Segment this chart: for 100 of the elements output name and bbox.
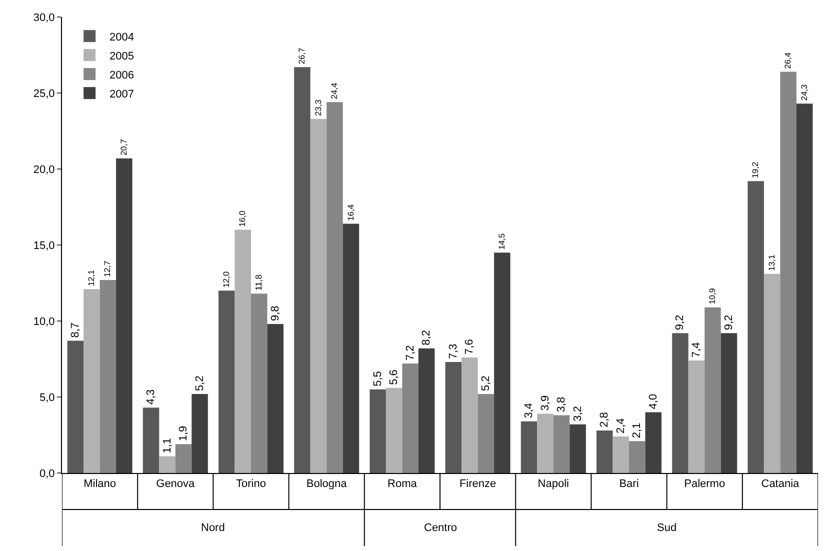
data-label: 5,6: [388, 370, 400, 385]
data-label: 3,4: [523, 403, 536, 418]
x-tick-label: Napoli: [538, 478, 569, 490]
data-label: 4,3: [145, 389, 158, 405]
data-label: 24,3: [798, 84, 809, 101]
bar: [142, 408, 160, 473]
bar: [462, 357, 478, 473]
data-label: 16,0: [237, 210, 248, 227]
x-tick-label: Bari: [619, 478, 639, 490]
data-label: 2,8: [598, 412, 611, 428]
data-label: 1,9: [178, 426, 190, 442]
data-label: 11,8: [253, 274, 264, 291]
y-tick-label: 10,0: [33, 316, 55, 328]
data-label: 5,2: [194, 376, 206, 391]
bar: [67, 340, 84, 473]
data-label: 3,2: [572, 406, 584, 422]
data-label: 8,2: [420, 330, 433, 346]
data-label: 9,2: [674, 314, 686, 330]
y-tick-label: 5,0: [40, 392, 55, 404]
bar: [159, 456, 176, 473]
data-label: 13,1: [766, 254, 776, 271]
data-label: 5,2: [480, 376, 492, 391]
legend-label: 2005: [110, 50, 134, 62]
bar: [402, 364, 418, 473]
data-label: 26,7: [296, 48, 306, 64]
data-label: 3,8: [556, 396, 568, 412]
bar: [570, 424, 586, 473]
bar: [520, 421, 538, 473]
x-tick-label: Milano: [84, 478, 116, 490]
bar: [445, 362, 462, 473]
data-label: 2,4: [614, 418, 627, 434]
bar: [251, 294, 268, 473]
bar: [326, 102, 343, 473]
data-label: 4,0: [647, 394, 660, 410]
bar: [478, 394, 494, 473]
data-label: 2,1: [631, 422, 644, 438]
bar: [796, 104, 813, 473]
bar: [629, 441, 646, 473]
bar: [294, 67, 310, 473]
bar: [672, 333, 688, 473]
x-tick-label: Roma: [388, 478, 418, 490]
data-label: 12,1: [86, 269, 96, 286]
legend-label: 2007: [110, 88, 134, 100]
bar: [192, 394, 208, 473]
bar: [386, 388, 402, 473]
data-label: 7,6: [464, 339, 476, 354]
data-label: 12,7: [102, 260, 112, 277]
data-label: 16,4: [345, 204, 356, 221]
bar: [704, 307, 721, 473]
text: Nord: [201, 522, 225, 534]
bar: [612, 436, 629, 473]
bar: [764, 274, 780, 473]
x-tick-label: Genova: [156, 478, 196, 490]
x-tick-label: Palermo: [684, 478, 726, 490]
data-label: 9,2: [722, 314, 735, 330]
data-label: 10,9: [707, 288, 717, 304]
bar: [780, 72, 796, 473]
bar: [596, 430, 613, 473]
bar: [234, 230, 251, 473]
data-label: 7,4: [690, 342, 702, 358]
bar: [267, 324, 284, 473]
x-tick-label: Catania: [761, 478, 800, 490]
data-label: 7,3: [447, 344, 460, 360]
x-tick-label: Bologna: [306, 478, 348, 490]
y-tick-label: 15,0: [33, 240, 55, 252]
bar: [494, 252, 510, 473]
bar: [310, 118, 327, 473]
data-label: 7,2: [404, 345, 416, 361]
data-label: 5,5: [372, 371, 384, 386]
bar: [84, 289, 100, 473]
data-label: 1,1: [161, 438, 174, 454]
data-label: 14,5: [496, 233, 506, 250]
bar: [720, 333, 738, 473]
bar: [645, 412, 662, 473]
bar: [748, 181, 764, 473]
data-label: 9,8: [269, 306, 282, 322]
bar: [100, 280, 116, 473]
data-label: 19,2: [750, 162, 760, 178]
text: Centro: [424, 522, 458, 534]
y-tick-label: 25,0: [33, 88, 55, 100]
x-tick-label: Firenze: [459, 478, 496, 490]
data-label: 12,0: [220, 271, 231, 288]
y-tick-label: 0,0: [40, 468, 55, 480]
data-label: 3,9: [539, 395, 552, 411]
data-label: 26,4: [782, 52, 793, 69]
x-tick-label: Torino: [236, 478, 266, 490]
y-tick-label: 20,0: [33, 164, 55, 176]
data-label: 20,7: [118, 138, 128, 156]
legend-label: 2004: [110, 31, 134, 44]
bar: [370, 389, 386, 473]
bar: [688, 360, 705, 473]
text: Sud: [657, 522, 677, 534]
bar: [537, 414, 554, 473]
bar: [342, 224, 360, 473]
bar: [218, 290, 235, 473]
bar: [116, 158, 132, 473]
legend-label: 2006: [110, 69, 134, 82]
data-label: 24,4: [329, 82, 339, 100]
bar: [175, 444, 192, 473]
data-label: 8,7: [69, 322, 82, 338]
